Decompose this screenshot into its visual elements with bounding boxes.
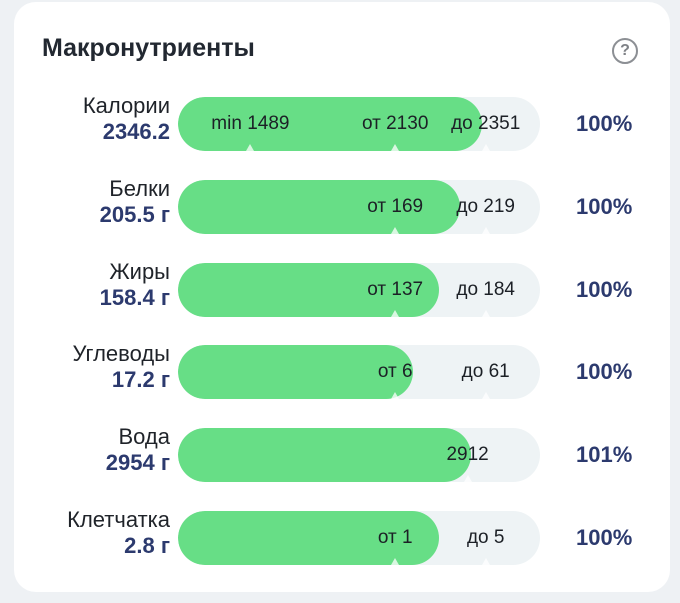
nutrient-row: Вода 2954 г 2912 101%: [14, 424, 670, 484]
progress-fill: [178, 97, 483, 151]
range-marker-tick: [391, 558, 400, 565]
progress-track: min 1489 от 2130 до 2351: [178, 97, 540, 151]
range-marker-tick: [481, 226, 490, 234]
nutrient-value: 17.2 г: [111, 367, 170, 393]
nutrient-name: Клетчатка: [67, 507, 170, 532]
progress-fill: [178, 345, 414, 400]
nutrient-row: Жиры 158.4 г от 137 до 184 100%: [14, 259, 670, 319]
nutrient-label: Вода 2954 г: [106, 424, 170, 476]
percent-value: 100%: [576, 276, 633, 302]
percent-value: 100%: [576, 193, 633, 219]
nutrient-name: Калории: [82, 93, 170, 118]
progress-fill: [178, 262, 439, 317]
nutrient-label: Калории 2346.2: [83, 93, 170, 145]
range-marker-label: от 1: [377, 527, 413, 548]
range-marker-tick: [481, 392, 490, 400]
range-marker-label: от 137: [367, 278, 424, 300]
percent-value: 100%: [576, 359, 633, 385]
range-marker-label: min 1489: [211, 113, 290, 134]
progress-fill: [178, 179, 461, 234]
range-marker-label: до 219: [456, 195, 516, 217]
nutrient-value: 205.5 г: [99, 201, 170, 227]
nutrient-value: 2.8 г: [124, 533, 170, 558]
progress-track: 2912: [178, 428, 540, 483]
range-marker-tick: [481, 558, 490, 565]
nutrient-row: Углеводы 17.2 г от 6 до 61 100%: [14, 341, 670, 401]
nutrient-label: Клетчатка 2.8 г: [67, 507, 170, 559]
nutrient-value: 2954 г: [105, 450, 170, 476]
progress-track: от 6 до 61: [178, 345, 540, 400]
nutrient-name: Белки: [109, 175, 170, 201]
nutrient-row: Клетчатка 2.8 г от 1 до 5 100%: [14, 507, 670, 567]
range-marker-label: 2912: [446, 444, 489, 466]
nutrient-name: Жиры: [109, 258, 170, 284]
progress-fill: [178, 428, 472, 483]
percent-value: 101%: [576, 442, 633, 468]
nutrient-name: Вода: [118, 424, 171, 450]
range-marker-tick: [246, 144, 255, 151]
range-marker-label: до 5: [466, 527, 505, 548]
range-marker-tick: [391, 226, 400, 234]
progress-fill: [178, 511, 439, 565]
range-marker-tick: [391, 309, 400, 317]
progress-track: от 137 до 184: [178, 262, 540, 317]
macronutrients-card: Макронутриенты ? Калории 2346.2 min 1489 от…: [14, 2, 670, 592]
range-marker-label: до 61: [461, 361, 510, 383]
nutrient-label: Белки 205.5 г: [100, 176, 170, 228]
percent-value: 100%: [576, 525, 633, 550]
range-marker-tick: [481, 144, 490, 151]
range-marker-label: от 2130: [361, 113, 429, 134]
percent-value: 100%: [576, 111, 633, 136]
range-marker-label: от 169: [367, 195, 424, 217]
progress-track: от 169 до 219: [178, 179, 540, 234]
nutrient-label: Жиры 158.4 г: [100, 259, 170, 311]
nutrient-value: 2346.2: [102, 119, 170, 144]
nutrient-row: Калории 2346.2 min 1489 от 2130 до 2351 100%: [14, 93, 670, 153]
nutrient-value: 158.4 г: [99, 284, 170, 310]
nutrient-row: Белки 205.5 г от 169 до 219 100%: [14, 176, 670, 236]
range-marker-tick: [391, 392, 400, 400]
nutrient-name: Углеводы: [72, 341, 170, 367]
range-marker-label: от 6: [377, 361, 413, 383]
card-title: Макронутриенты: [42, 34, 255, 62]
progress-track: от 1 до 5: [178, 511, 540, 565]
range-marker-tick: [481, 309, 490, 317]
range-marker-label: до 184: [456, 278, 516, 300]
range-marker-tick: [463, 475, 472, 483]
range-marker-tick: [391, 144, 400, 151]
nutrient-label: Углеводы 17.2 г: [73, 341, 170, 393]
help-icon[interactable]: ?: [612, 38, 638, 64]
range-marker-label: до 2351: [451, 113, 521, 134]
